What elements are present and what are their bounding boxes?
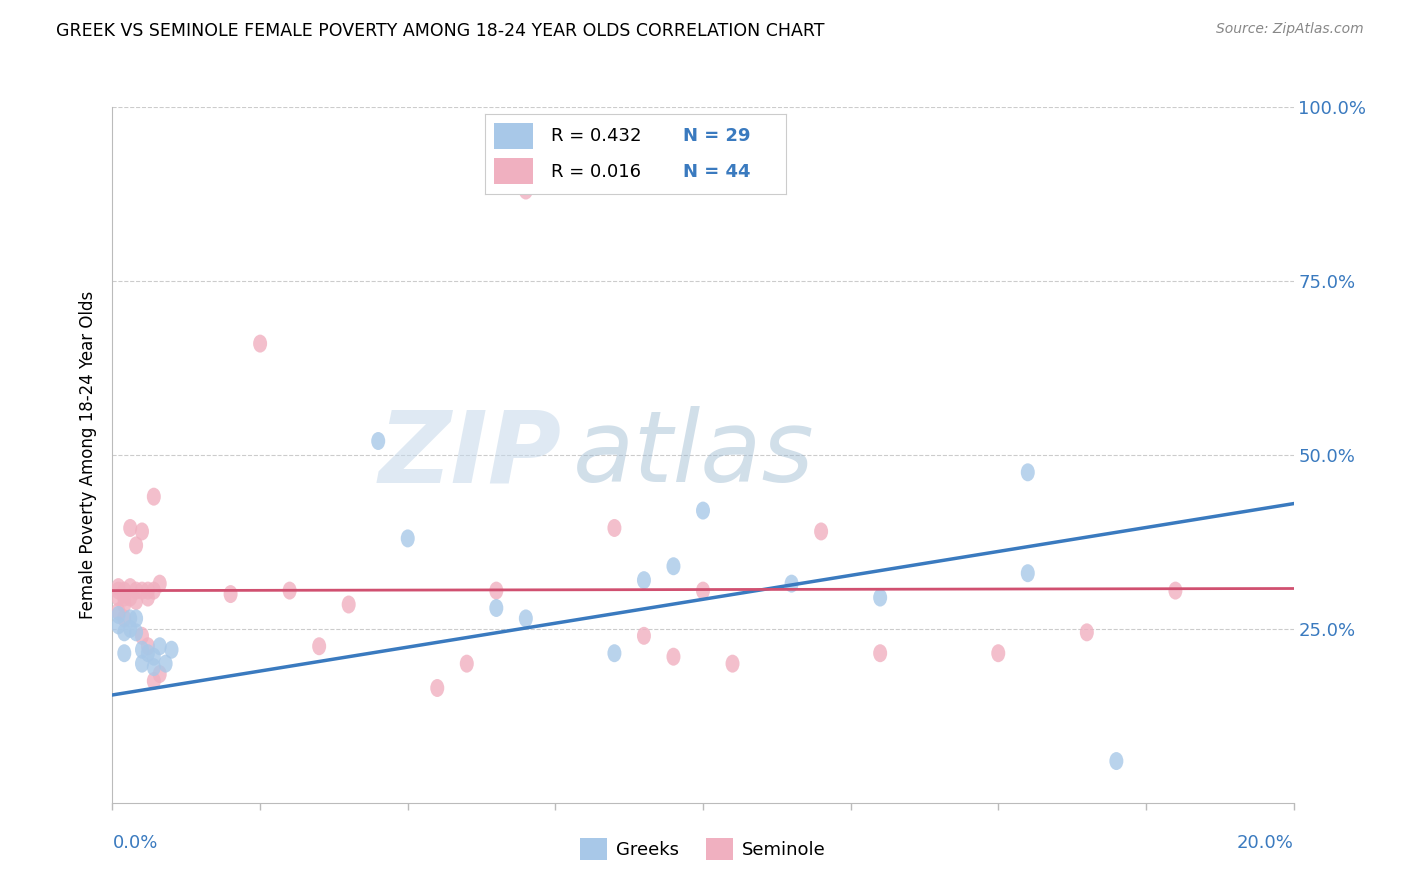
Ellipse shape (141, 637, 155, 656)
Ellipse shape (165, 640, 179, 658)
Ellipse shape (111, 602, 125, 621)
Ellipse shape (283, 582, 297, 599)
Ellipse shape (135, 582, 149, 599)
Text: atlas: atlas (574, 407, 814, 503)
Ellipse shape (873, 644, 887, 662)
Ellipse shape (129, 582, 143, 599)
Ellipse shape (129, 536, 143, 554)
Ellipse shape (1109, 752, 1123, 770)
Ellipse shape (146, 658, 160, 676)
Ellipse shape (153, 665, 167, 683)
Ellipse shape (117, 582, 131, 599)
Ellipse shape (489, 582, 503, 599)
Ellipse shape (146, 582, 160, 599)
Text: Source: ZipAtlas.com: Source: ZipAtlas.com (1216, 22, 1364, 37)
Ellipse shape (117, 624, 131, 641)
Ellipse shape (873, 589, 887, 607)
Ellipse shape (153, 637, 167, 656)
Ellipse shape (141, 644, 155, 662)
Ellipse shape (135, 640, 149, 658)
Ellipse shape (785, 574, 799, 592)
Ellipse shape (117, 596, 131, 614)
Ellipse shape (696, 582, 710, 599)
Ellipse shape (1021, 565, 1035, 582)
Ellipse shape (129, 592, 143, 610)
Ellipse shape (135, 627, 149, 645)
Ellipse shape (1021, 463, 1035, 482)
Ellipse shape (146, 488, 160, 506)
Ellipse shape (124, 609, 138, 627)
Ellipse shape (253, 334, 267, 352)
Text: 20.0%: 20.0% (1237, 834, 1294, 852)
Ellipse shape (607, 519, 621, 537)
Ellipse shape (153, 574, 167, 592)
Ellipse shape (401, 530, 415, 548)
Ellipse shape (124, 519, 138, 537)
Ellipse shape (371, 432, 385, 450)
Ellipse shape (111, 582, 125, 599)
Ellipse shape (135, 523, 149, 541)
Ellipse shape (519, 609, 533, 627)
Ellipse shape (135, 655, 149, 673)
Ellipse shape (129, 609, 143, 627)
Ellipse shape (637, 571, 651, 589)
Ellipse shape (141, 589, 155, 607)
Ellipse shape (607, 644, 621, 662)
Text: 0.0%: 0.0% (112, 834, 157, 852)
Y-axis label: Female Poverty Among 18-24 Year Olds: Female Poverty Among 18-24 Year Olds (79, 291, 97, 619)
Ellipse shape (124, 589, 138, 607)
Ellipse shape (1080, 624, 1094, 641)
Ellipse shape (141, 582, 155, 599)
Ellipse shape (146, 648, 160, 665)
Ellipse shape (159, 655, 173, 673)
Ellipse shape (124, 578, 138, 596)
Ellipse shape (146, 672, 160, 690)
Ellipse shape (111, 578, 125, 596)
Ellipse shape (991, 644, 1005, 662)
Legend: Greeks, Seminole: Greeks, Seminole (572, 830, 834, 867)
Ellipse shape (342, 596, 356, 614)
Ellipse shape (312, 637, 326, 656)
Ellipse shape (117, 644, 131, 662)
Text: GREEK VS SEMINOLE FEMALE POVERTY AMONG 18-24 YEAR OLDS CORRELATION CHART: GREEK VS SEMINOLE FEMALE POVERTY AMONG 1… (56, 22, 825, 40)
Ellipse shape (111, 616, 125, 634)
Ellipse shape (129, 624, 143, 641)
Ellipse shape (519, 182, 533, 200)
Ellipse shape (117, 609, 131, 627)
Text: ZIP: ZIP (378, 407, 561, 503)
Ellipse shape (666, 558, 681, 575)
Ellipse shape (124, 620, 138, 638)
Ellipse shape (117, 589, 131, 607)
Ellipse shape (666, 648, 681, 665)
Ellipse shape (725, 655, 740, 673)
Ellipse shape (637, 627, 651, 645)
Ellipse shape (111, 606, 125, 624)
Ellipse shape (489, 599, 503, 617)
Ellipse shape (814, 523, 828, 541)
Ellipse shape (460, 655, 474, 673)
Ellipse shape (111, 589, 125, 607)
Ellipse shape (430, 679, 444, 697)
Ellipse shape (1168, 582, 1182, 599)
Ellipse shape (224, 585, 238, 603)
Ellipse shape (696, 501, 710, 519)
